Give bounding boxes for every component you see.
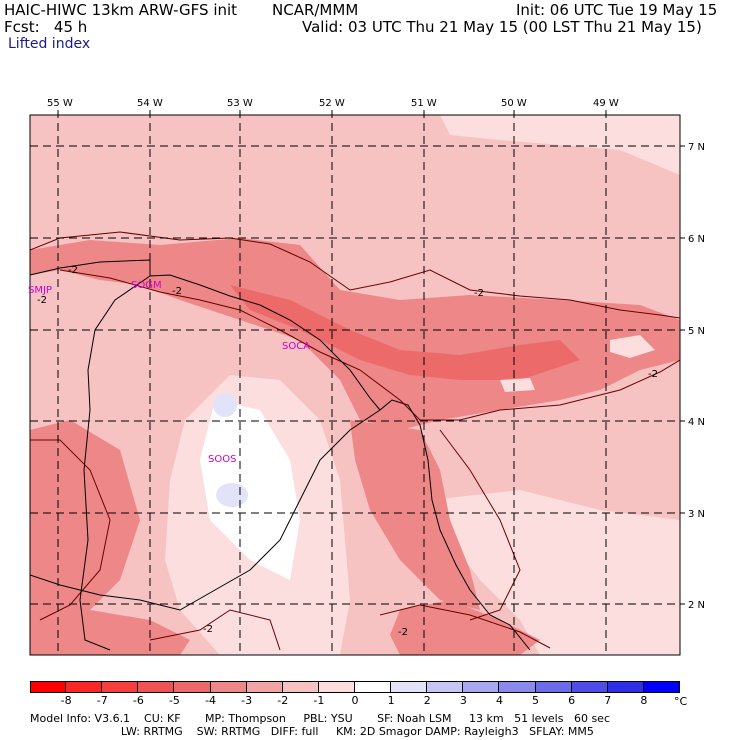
- grid-lines: [30, 110, 685, 655]
- lat-label: 7 N: [688, 142, 705, 153]
- colorbar-swatch: [499, 681, 536, 693]
- colorbar-tick-label: -1: [313, 694, 325, 707]
- contour-lines: [30, 231, 680, 651]
- model-info-line1: Model Info: V3.6.1 CU: KF MP: Thompson P…: [30, 712, 610, 725]
- border-guyana-suriname: [79, 275, 151, 651]
- colorbar-swatch: [463, 681, 500, 693]
- longitude-labels: 55 W 54 W 53 W 52 W 51 W 50 W 49 W: [47, 98, 619, 109]
- shade-blue-2: [216, 483, 248, 507]
- colorbar-tick-label: 6: [568, 694, 576, 707]
- shade-white-central: [200, 400, 300, 580]
- station-smjp: SMJP: [28, 285, 52, 296]
- contour-east: [439, 429, 521, 621]
- colorbar-tick-label: -2: [277, 694, 289, 707]
- contour-coast: [59, 269, 680, 421]
- border-suriname-fr-guiana: [30, 409, 381, 611]
- valid-time: Valid: 03 UTC Thu 21 May 15 (00 LST Thu …: [302, 18, 702, 36]
- contour-west: [30, 439, 111, 621]
- shade-dark-south-center: [350, 420, 480, 610]
- contour-label: -2: [68, 265, 78, 276]
- colorbar-swatch: [210, 681, 247, 693]
- organization: NCAR/MMM: [272, 1, 359, 19]
- colorbar-tick-label: 4: [495, 694, 503, 707]
- shade-light-ne: [440, 115, 680, 175]
- contour-north: [30, 231, 680, 319]
- shade-dark-southeast: [390, 600, 540, 655]
- lat-label: 2 N: [688, 600, 705, 611]
- shade-blue-1: [213, 393, 237, 417]
- lat-label: 4 N: [688, 417, 705, 428]
- shade-light-pocket-2: [610, 335, 655, 358]
- contour-label: -2: [398, 627, 408, 638]
- contour-south: [149, 609, 281, 651]
- colorbar-swatch: [30, 681, 67, 693]
- colorbar-tick-label: 8: [640, 694, 648, 707]
- shade-dark-west: [30, 420, 140, 630]
- lon-label: 52 W: [319, 98, 345, 109]
- contour-label: -2: [203, 624, 213, 635]
- lon-label: 51 W: [411, 98, 437, 109]
- colorbar-tick-label: -5: [168, 694, 180, 707]
- contour-value-labels: -2 -2 -2 -2 -2 -2 -2: [37, 265, 658, 638]
- colorbar-tick-label: -6: [132, 694, 144, 707]
- shade-dark-inner: [230, 285, 580, 380]
- colorbar-swatch: [282, 681, 319, 693]
- model-title: HAIC-HIWC 13km ARW-GFS init: [4, 1, 238, 19]
- lon-label: 54 W: [137, 98, 163, 109]
- contour-label: -2: [648, 369, 658, 380]
- contour-label: -2: [474, 288, 484, 299]
- lon-label: 55 W: [47, 98, 73, 109]
- colorbar-swatch: [174, 681, 211, 693]
- colorbar-tick-label: 0: [351, 694, 359, 707]
- colorbar-frame: [30, 681, 680, 693]
- colorbar-swatch: [138, 681, 175, 693]
- colorbar-tick-label: 2: [423, 694, 431, 707]
- station-sogm: SOGM: [131, 280, 162, 291]
- field-name: Lifted index: [8, 36, 91, 52]
- colorbar-swatch: [535, 681, 572, 693]
- colorbar-tick-label: 1: [387, 694, 395, 707]
- contour-label: -2: [37, 295, 47, 306]
- colorbar-swatch: [318, 681, 355, 693]
- colorbar-swatch: [607, 681, 644, 693]
- colorbar-swatch: [102, 681, 139, 693]
- colorbar-unit: °C: [674, 695, 688, 708]
- lat-label: 5 N: [688, 326, 705, 337]
- colorbar-tick-label: 5: [532, 694, 540, 707]
- lon-label: 53 W: [227, 98, 253, 109]
- station-labels: SMJP SOCA SOGM SOOS: [28, 280, 310, 465]
- colorbar-tick-label: -7: [96, 694, 108, 707]
- latitude-labels: 7 N 6 N 5 N 4 N 3 N 2 N: [688, 142, 705, 611]
- colorbar-swatch: [66, 681, 103, 693]
- colorbar-swatch: [391, 681, 428, 693]
- lon-label: 49 W: [593, 98, 619, 109]
- lat-label: 6 N: [688, 234, 705, 245]
- station-soca: SOCA: [282, 341, 310, 352]
- lon-label: 50 W: [501, 98, 527, 109]
- coastline: [30, 259, 531, 651]
- init-time: Init: 06 UTC Tue 19 May 15: [516, 1, 718, 19]
- station-soos: SOOS: [208, 454, 236, 465]
- contour-southeast: [379, 604, 551, 649]
- colorbar-tick-label: -4: [205, 694, 217, 707]
- colorbar-swatch: [427, 681, 464, 693]
- colorbar-swatch: [571, 681, 608, 693]
- colorbar-tick-label: 7: [604, 694, 612, 707]
- colorbar-tick-label: -8: [60, 694, 72, 707]
- contour-label: -2: [172, 286, 182, 297]
- forecast-hour: Fcst: 45 h: [4, 18, 88, 36]
- lifted-index-field: [30, 115, 680, 655]
- shade-light-pocket: [500, 378, 535, 392]
- colorbar-tick-label: -3: [241, 694, 253, 707]
- colorbar-swatch: [355, 681, 392, 693]
- shade-light-e: [430, 490, 680, 655]
- lat-label: 3 N: [688, 509, 705, 520]
- colorbar-swatch: [246, 681, 283, 693]
- model-info-line2: LW: RRTMG SW: RRTMG DIFF: full KM: 2D Sm…: [30, 725, 594, 738]
- map-frame: [29, 114, 681, 656]
- colorbar-tick-label: 3: [459, 694, 467, 707]
